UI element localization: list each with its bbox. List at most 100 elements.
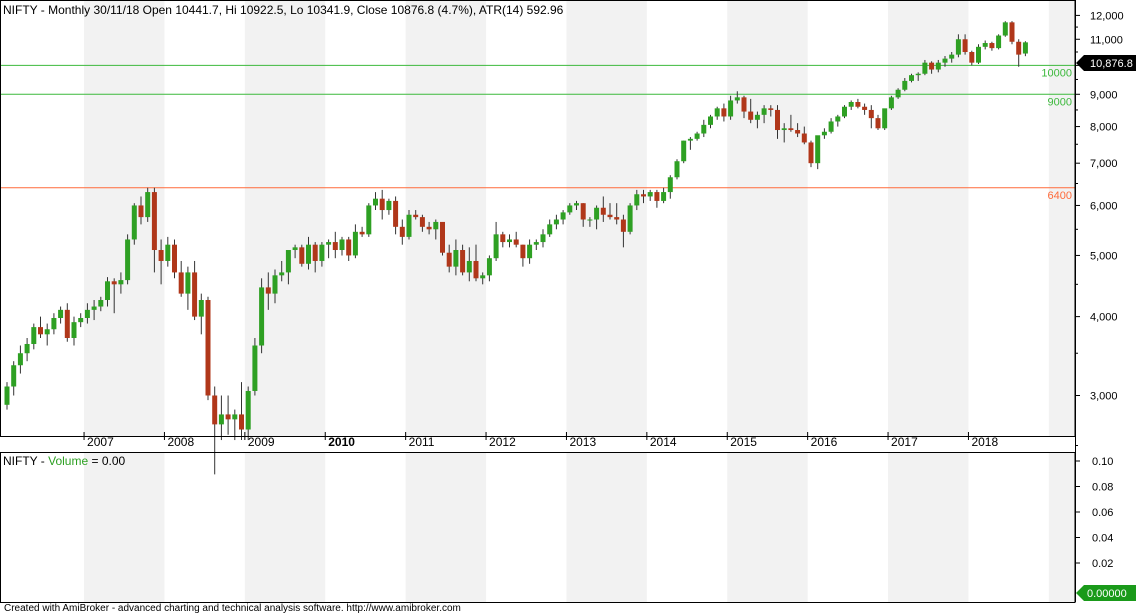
candle-body bbox=[299, 247, 305, 264]
candle-body bbox=[513, 239, 519, 245]
candle-body bbox=[105, 281, 110, 300]
candle-body bbox=[701, 124, 707, 134]
candle-body bbox=[533, 242, 539, 245]
candle-body bbox=[185, 272, 191, 294]
candle-body bbox=[600, 207, 606, 215]
candle-body bbox=[178, 272, 184, 294]
candle-body bbox=[205, 299, 211, 396]
candle-body bbox=[473, 260, 479, 279]
candle-body bbox=[486, 258, 492, 276]
candle-body bbox=[359, 231, 365, 235]
candle-body bbox=[775, 109, 780, 131]
candle-body bbox=[433, 221, 439, 230]
price-tick-label: 5,000 bbox=[1090, 250, 1118, 262]
year-label: 2018 bbox=[971, 435, 998, 449]
volume-year-band bbox=[1048, 452, 1075, 602]
year-band bbox=[888, 0, 969, 436]
candle-body bbox=[835, 116, 841, 122]
candle-body bbox=[922, 62, 928, 74]
volume-year-band bbox=[84, 452, 165, 602]
candle-body bbox=[24, 343, 30, 354]
last-price-text: 10,876.8 bbox=[1090, 58, 1133, 70]
candle-body bbox=[71, 322, 77, 338]
candle-body bbox=[125, 239, 131, 281]
candle-body bbox=[875, 118, 881, 129]
candle-body bbox=[285, 250, 291, 273]
candle-body bbox=[969, 52, 975, 63]
candle-body bbox=[419, 217, 425, 227]
candle-body bbox=[306, 244, 311, 264]
candle-body bbox=[252, 345, 258, 391]
volume-dash: - bbox=[37, 454, 48, 468]
candle-body bbox=[821, 131, 827, 136]
candle-body bbox=[754, 114, 760, 120]
candle-body bbox=[902, 80, 908, 90]
candle-body bbox=[232, 414, 238, 420]
price-axis: 12,00011,00010,0009,0008,0007,0006,0005,… bbox=[1075, 10, 1124, 446]
candle-body bbox=[634, 194, 640, 206]
candle-body bbox=[98, 299, 104, 307]
volume-tick-label: 0.06 bbox=[1092, 507, 1113, 519]
candle-body bbox=[239, 414, 244, 430]
price-tick-label: 11,000 bbox=[1090, 34, 1123, 46]
year-label: 2013 bbox=[569, 435, 596, 449]
candle-body bbox=[373, 198, 378, 206]
candle-body bbox=[909, 75, 914, 81]
candle-body bbox=[547, 224, 553, 235]
candle-body bbox=[326, 242, 332, 245]
candle-body bbox=[594, 207, 600, 220]
footer-credit: Created with AmiBroker - advanced charti… bbox=[4, 603, 461, 614]
volume-year-band bbox=[566, 452, 647, 602]
candle-body bbox=[78, 317, 84, 323]
candle-body bbox=[466, 260, 472, 273]
candle-body bbox=[493, 234, 499, 259]
candle-body bbox=[366, 205, 372, 235]
candle-body bbox=[1016, 41, 1022, 55]
candle-body bbox=[801, 133, 807, 143]
candle-body bbox=[667, 177, 673, 193]
volume-year-band bbox=[727, 452, 808, 602]
candle-body bbox=[11, 365, 17, 387]
candle-body bbox=[781, 128, 787, 131]
candle-body bbox=[942, 58, 948, 63]
candle-body bbox=[507, 239, 512, 243]
candle-body bbox=[607, 214, 613, 218]
price-pane-title: NIFTY - Monthly 30/11/18 Open 10441.7, H… bbox=[3, 3, 564, 17]
candle-body bbox=[4, 386, 10, 405]
candle-body bbox=[674, 161, 680, 178]
candle-body bbox=[480, 275, 486, 279]
candle-body bbox=[996, 35, 1002, 49]
candle-body bbox=[728, 100, 734, 117]
candle-body bbox=[1002, 22, 1008, 36]
candle-body bbox=[848, 102, 854, 107]
candle-body bbox=[721, 108, 727, 117]
year-label: 2007 bbox=[87, 435, 114, 449]
level-label: 10000 bbox=[1041, 67, 1072, 79]
candle-body bbox=[808, 142, 814, 164]
candle-body bbox=[158, 250, 164, 261]
year-band bbox=[244, 0, 326, 436]
price-candles bbox=[4, 21, 1028, 475]
price-tick-label: 9,000 bbox=[1090, 89, 1118, 101]
year-label: 2017 bbox=[891, 435, 918, 449]
candle-body bbox=[500, 234, 506, 243]
volume-tick-label: 0.04 bbox=[1092, 533, 1113, 545]
candle-body bbox=[915, 73, 921, 76]
candle-body bbox=[955, 39, 961, 55]
year-band bbox=[84, 0, 165, 436]
candle-body bbox=[815, 135, 821, 164]
candle-body bbox=[982, 43, 988, 47]
candle-body bbox=[198, 299, 204, 317]
year-label: 2010 bbox=[328, 435, 355, 449]
candle-body bbox=[741, 97, 747, 112]
candle-body bbox=[225, 414, 231, 420]
candle-body bbox=[560, 212, 566, 220]
candle-body bbox=[1022, 42, 1028, 54]
candle-body bbox=[614, 217, 620, 220]
chart-frame bbox=[0, 0, 1076, 603]
candle-body bbox=[245, 390, 251, 430]
candle-body bbox=[734, 97, 740, 101]
candle-body bbox=[118, 280, 124, 285]
candle-body bbox=[949, 54, 955, 59]
year-label: 2016 bbox=[811, 435, 838, 449]
